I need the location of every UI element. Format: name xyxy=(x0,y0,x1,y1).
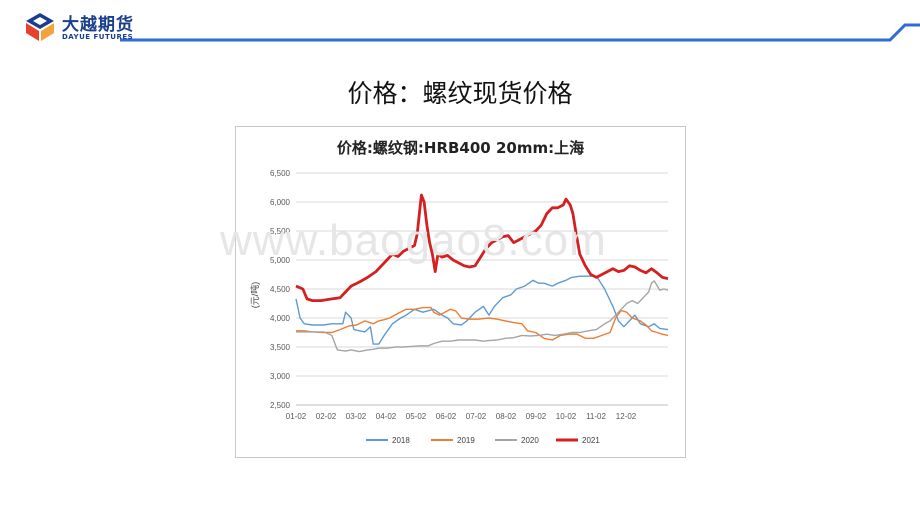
legend-label-2019: 2019 xyxy=(457,436,475,445)
watermark: www.baogao8.com xyxy=(220,216,607,265)
y-tick-label: 5,000 xyxy=(270,256,291,265)
header: 大越期货 DAYUE FUTURES xyxy=(0,0,920,52)
legend-label-2021: 2021 xyxy=(582,436,600,445)
brand-name-english: DAYUE FUTURES xyxy=(62,33,134,41)
x-tick-label: 02-02 xyxy=(316,412,337,421)
series-line-2019 xyxy=(296,306,669,341)
y-tick-label: 6,000 xyxy=(270,198,291,207)
chart-container: 价格:螺纹钢:HRB400 20mm:上海 2,500 3,000 3,500 4,0… xyxy=(235,126,686,458)
y-tick-label: 4,000 xyxy=(270,314,291,323)
series-line-2020 xyxy=(296,280,669,353)
brand-name: 大越期货 xyxy=(62,15,134,35)
x-tick-label: 07-02 xyxy=(466,412,487,421)
series-line-2018 xyxy=(295,275,669,345)
y-tick-label: 3,500 xyxy=(270,343,291,352)
page-title: 价格：螺纹现货价格 xyxy=(347,79,573,108)
x-tick-label: 11-02 xyxy=(586,412,606,421)
y-tick-label: 5,500 xyxy=(270,227,291,236)
x-tick-label: 12-02 xyxy=(616,412,637,421)
x-tick-label: 01-02 xyxy=(286,412,307,421)
x-tick-label: 04-02 xyxy=(376,412,397,421)
chart-title: 价格:螺纹钢:HRB400 20mm:上海 xyxy=(336,139,585,157)
series-line-2021 xyxy=(295,193,669,302)
legend-label-2018: 2018 xyxy=(392,436,410,445)
y-tick-label: 2,500 xyxy=(270,401,291,410)
y-tick-label: 3,000 xyxy=(270,372,291,381)
x-tick-label: 10-02 xyxy=(556,412,577,421)
y-tick-label: 4,500 xyxy=(270,285,291,294)
x-tick-label: 08-02 xyxy=(496,412,517,421)
y-axis-label: (元/吨) xyxy=(249,282,260,309)
x-tick-label: 03-02 xyxy=(346,412,367,421)
y-tick-label: 6,500 xyxy=(270,169,291,178)
x-tick-label: 09-02 xyxy=(526,412,547,421)
x-tick-label: 06-02 xyxy=(436,412,457,421)
x-tick-label: 05-02 xyxy=(406,412,427,421)
legend-label-2020: 2020 xyxy=(521,436,539,445)
dayue-logo-icon xyxy=(26,13,54,41)
header-divider xyxy=(120,23,920,42)
line-chart: 2,500 3,000 3,500 4,000 4,500 5,000 5,500 6,000… xyxy=(249,169,669,445)
